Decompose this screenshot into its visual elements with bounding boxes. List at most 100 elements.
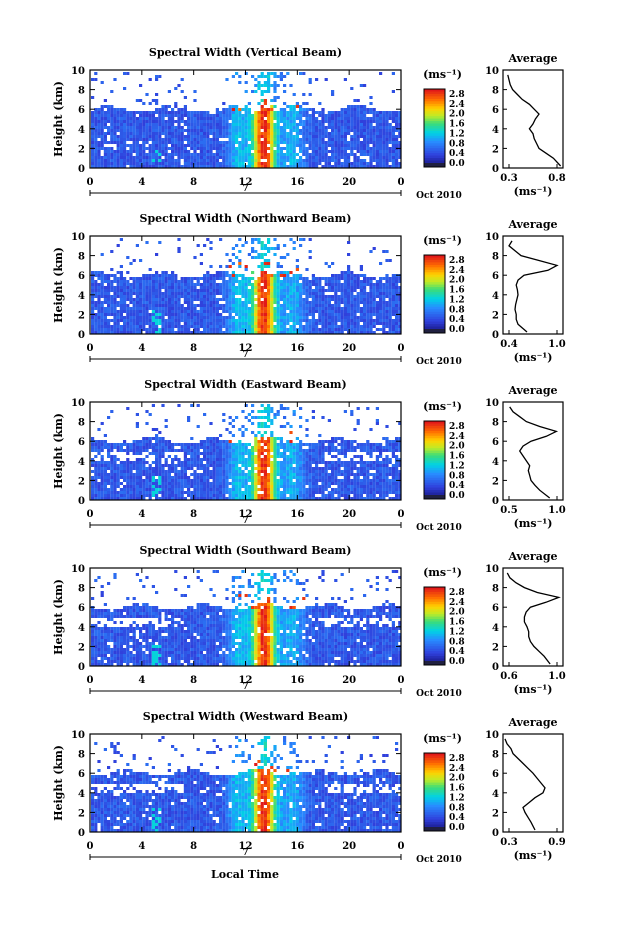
heatmap-cell (279, 75, 283, 78)
heatmap-cell (257, 84, 261, 87)
heatmap-cell (235, 289, 239, 292)
heatmap-cell (212, 147, 216, 150)
heatmap-cell (203, 295, 207, 298)
heatmap-cell (164, 280, 168, 283)
heatmap-cell (289, 271, 293, 274)
heatmap-cell (171, 132, 175, 135)
heatmap-cell (103, 99, 107, 102)
heatmap-cell (167, 117, 171, 120)
heatmap-cell (164, 141, 168, 144)
heatmap-cell (190, 437, 194, 440)
heatmap-cell (244, 156, 248, 159)
heatmap-cell (391, 292, 395, 295)
heatmap-cell (164, 147, 168, 150)
heatmap-cell (107, 120, 111, 123)
heatmap-cell (238, 316, 242, 319)
heatmap-cell (260, 316, 264, 319)
heatmap-cell (283, 153, 287, 156)
heatmap-cell (302, 138, 306, 141)
heatmap-cell (257, 289, 261, 292)
heatmap-cell (241, 286, 245, 289)
heatmap-cell (167, 159, 171, 162)
heatmap-cell (209, 292, 213, 295)
heatmap-cell (356, 159, 360, 162)
heatmap-cell (177, 162, 181, 165)
heatmap-cell (356, 310, 360, 313)
heatmap-cell (231, 144, 235, 147)
heatmap-cell (110, 301, 114, 304)
heatmap-cell (225, 325, 229, 328)
heatmap-cell (206, 322, 210, 325)
heatmap-cell (222, 464, 226, 467)
heatmap-cell (158, 162, 162, 165)
heatmap-cell (142, 153, 146, 156)
heatmap-cell (324, 307, 328, 310)
heatmap-cell (369, 277, 373, 280)
heatmap-cell (97, 440, 101, 443)
heatmap-cell (145, 132, 149, 135)
heatmap-cell (295, 123, 299, 126)
heatmap-cell (132, 120, 136, 123)
heatmap-cell (331, 114, 335, 117)
heatmap-cell (302, 304, 306, 307)
heatmap-cell (279, 295, 283, 298)
heatmap-cell (212, 129, 216, 132)
heatmap-cell (340, 114, 344, 117)
heatmap-cell (289, 132, 293, 135)
heatmap-cell (126, 153, 130, 156)
heatmap-cell (286, 298, 290, 301)
heatmap-cell (247, 292, 251, 295)
heatmap-cell (388, 304, 392, 307)
heatmap-cell (129, 313, 133, 316)
heatmap-cell (212, 458, 216, 461)
heatmap-cell (225, 470, 229, 473)
heatmap-cell (219, 494, 223, 497)
heatmap-cell (107, 319, 111, 322)
heatmap-cell (123, 153, 127, 156)
heatmap-cell (369, 319, 373, 322)
heatmap-cell (164, 135, 168, 138)
heatmap-cell (279, 319, 283, 322)
heatmap-cell (279, 132, 283, 135)
heatmap-cell (331, 325, 335, 328)
heatmap-cell (369, 102, 373, 105)
heatmap-cell (231, 135, 235, 138)
heatmap-cell (382, 162, 386, 165)
heatmap-cell (103, 319, 107, 322)
heatmap-cell (372, 298, 376, 301)
heatmap-cell (215, 123, 219, 126)
heatmap-cell (375, 144, 379, 147)
heatmap-cell (94, 274, 98, 277)
heatmap-cell (359, 129, 363, 132)
heatmap-cell (311, 307, 315, 310)
heatmap-cell (391, 126, 395, 129)
heatmap-cell (107, 497, 111, 500)
average-y-tick-label: 0 (492, 330, 499, 341)
heatmap-cell (347, 265, 351, 268)
heatmap-cell (276, 144, 280, 147)
heatmap-cell (375, 328, 379, 331)
heatmap-cell (155, 274, 159, 277)
heatmap-cell (110, 135, 114, 138)
heatmap-cell (372, 138, 376, 141)
heatmap-cell (91, 470, 95, 473)
heatmap-cell (251, 286, 255, 289)
heatmap-cell (241, 153, 245, 156)
heatmap-cell (331, 135, 335, 138)
heatmap-cell (260, 289, 264, 292)
heatmap-cell (103, 446, 107, 449)
heatmap-cell (196, 461, 200, 464)
heatmap-cell (235, 108, 239, 111)
heatmap-cell (132, 310, 136, 313)
heatmap-cell (379, 328, 383, 331)
heatmap-cell (299, 123, 303, 126)
heatmap-cell (225, 162, 229, 165)
heatmap-cell (183, 328, 187, 331)
heatmap-cell (116, 153, 120, 156)
heatmap-cell (363, 331, 367, 334)
heatmap-cell (398, 304, 402, 307)
heatmap-cell (375, 289, 379, 292)
heatmap-cell (174, 313, 178, 316)
heatmap-cell (279, 325, 283, 328)
heatmap-cell (324, 150, 328, 153)
